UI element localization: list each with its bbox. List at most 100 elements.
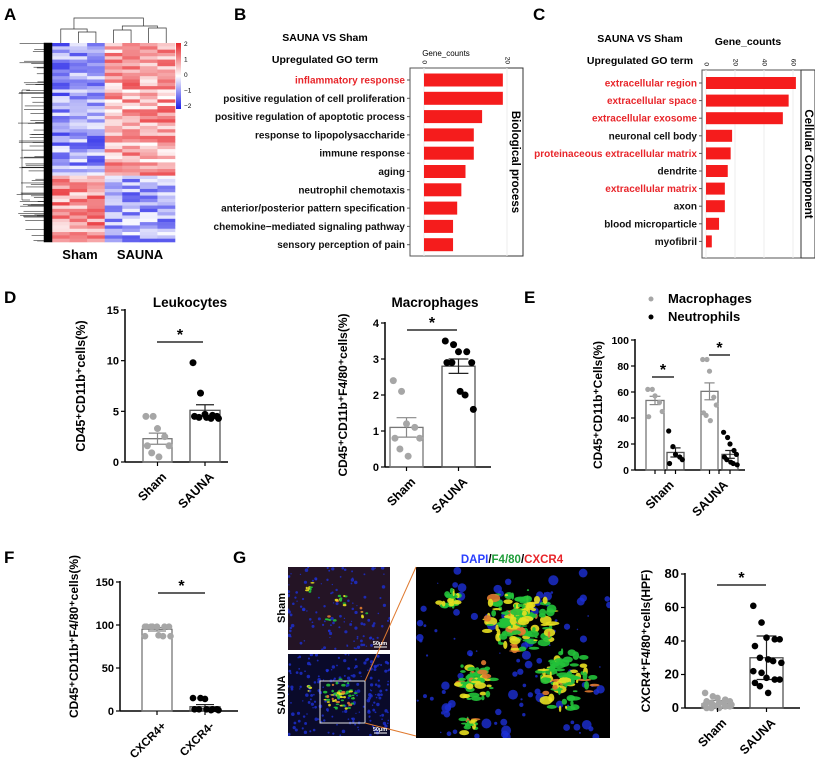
heatmap-cell: [122, 185, 141, 190]
heatmap-cell: [157, 139, 176, 143]
data-point: [715, 704, 723, 712]
heatmap-cell: [157, 175, 176, 180]
nucleus-dapi: [453, 637, 456, 640]
heatmap-cell: [87, 212, 106, 216]
cell-f4-80: [496, 628, 501, 637]
heatmap-cell: [87, 159, 106, 163]
nucleus-dapi: [326, 567, 329, 570]
data-point: [763, 634, 770, 641]
x-tick-label: SAUNA: [175, 470, 216, 511]
nucleus-dapi: [354, 610, 358, 615]
heatmap-cell: [52, 159, 70, 163]
data-point: [649, 386, 655, 392]
nucleus-dapi: [362, 705, 365, 708]
nucleus-dapi: [386, 661, 390, 665]
nucleus-dapi: [579, 635, 588, 643]
heatmap-cell: [87, 99, 106, 103]
cell-f4-80: [331, 697, 334, 701]
heatmap-cell: [104, 49, 123, 54]
heatmap-cell: [104, 232, 123, 236]
cell-f4-80: [463, 694, 470, 699]
legend-marker: [648, 296, 654, 302]
nucleus-dapi: [576, 628, 579, 631]
x-tick-label: SAUNA: [689, 478, 730, 519]
nucleus-dapi: [331, 567, 335, 571]
data-point: [189, 359, 197, 367]
heatmap-cell: [104, 198, 123, 203]
heatmap-cell: [122, 152, 141, 157]
cell-f4-80: [521, 610, 527, 616]
heatmap-cell: [139, 225, 158, 230]
cell-f4-80: [353, 692, 358, 694]
chart-title: SAUNA VS Sham: [597, 33, 682, 45]
heatmap-cell: [69, 195, 88, 200]
nucleus-dapi: [504, 578, 512, 586]
heatmap-cell: [69, 135, 88, 140]
heatmap-cell: [69, 119, 88, 123]
data-point: [147, 623, 155, 631]
nucleus-dapi: [304, 568, 309, 572]
nucleus-dapi: [376, 664, 379, 667]
heatmap-cell: [52, 69, 70, 74]
cell-f4-80: [542, 690, 550, 696]
nucleus-dapi: [322, 686, 324, 688]
nucleus-dapi: [347, 654, 350, 656]
cell-f4-80: [489, 686, 494, 690]
heatmap-cell: [104, 155, 123, 160]
nucleus-dapi: [347, 599, 350, 603]
cell-f4-80: [470, 719, 478, 722]
cell-f4-80: [444, 591, 451, 598]
nucleus-dapi: [379, 689, 383, 693]
heatmap-cell: [87, 79, 106, 84]
heatmap-cell: [157, 225, 176, 230]
heatmap-cell: [139, 155, 158, 160]
cell-f4-80: [542, 596, 548, 604]
nucleus-dapi: [313, 693, 315, 696]
bar: [424, 128, 474, 142]
nucleus-dapi: [309, 730, 312, 733]
nucleus-dapi: [548, 575, 559, 586]
x-tick-label: Sham: [643, 478, 677, 512]
heatmap-cell: [157, 145, 176, 150]
x-axis-title: Gene_counts: [715, 36, 782, 48]
heatmap-cell: [122, 225, 141, 230]
nucleus-dapi: [380, 567, 385, 570]
y-tick-label: 0: [108, 706, 114, 718]
bar: [706, 165, 728, 177]
data-point: [215, 706, 222, 714]
nucleus-dapi: [387, 680, 389, 683]
nucleus-dapi: [289, 613, 293, 617]
nucleus-dapi: [348, 667, 351, 670]
cell-f4-80: [338, 689, 343, 692]
data-point: [159, 632, 167, 640]
heatmap-cell: [87, 162, 106, 167]
nucleus-dapi: [379, 597, 382, 600]
nucleus-dapi: [522, 713, 526, 717]
nucleus-dapi: [369, 689, 372, 691]
colorbar-tick-label: 0: [184, 72, 188, 79]
heatmap-cell: [122, 119, 141, 123]
cell-f4-80: [344, 707, 348, 710]
nucleus-dapi: [373, 701, 376, 704]
nucleus-dapi: [301, 727, 304, 730]
nucleus-dapi: [377, 679, 380, 682]
heatmap-cell: [157, 155, 176, 160]
heatmap-cell: [104, 125, 123, 130]
go-term-label: extracellular region: [605, 79, 697, 90]
nucleus-dapi: [290, 623, 295, 628]
chart-title: Leukocytes: [153, 295, 227, 310]
nucleus-dapi: [548, 644, 551, 647]
heatmap-cell: [104, 142, 123, 147]
dendrogram-leaves: [43, 42, 53, 243]
heatmap-cell: [139, 215, 158, 220]
heatmap-cell: [157, 192, 176, 196]
nucleus-dapi: [371, 704, 374, 706]
cell-f4-80: [361, 615, 365, 619]
heatmap-cell: [104, 119, 123, 123]
heatmap-cell: [87, 52, 106, 57]
cell-f4-80: [526, 589, 530, 592]
heatmap-cell: [52, 115, 70, 120]
y-tick-label: 0: [623, 465, 629, 477]
chart-D2: 0 1 2 3 4 CD45⁺CD11b⁺F4/80⁺cells(%) Macrophage…: [336, 295, 491, 516]
heatmap-cell: [122, 218, 141, 223]
